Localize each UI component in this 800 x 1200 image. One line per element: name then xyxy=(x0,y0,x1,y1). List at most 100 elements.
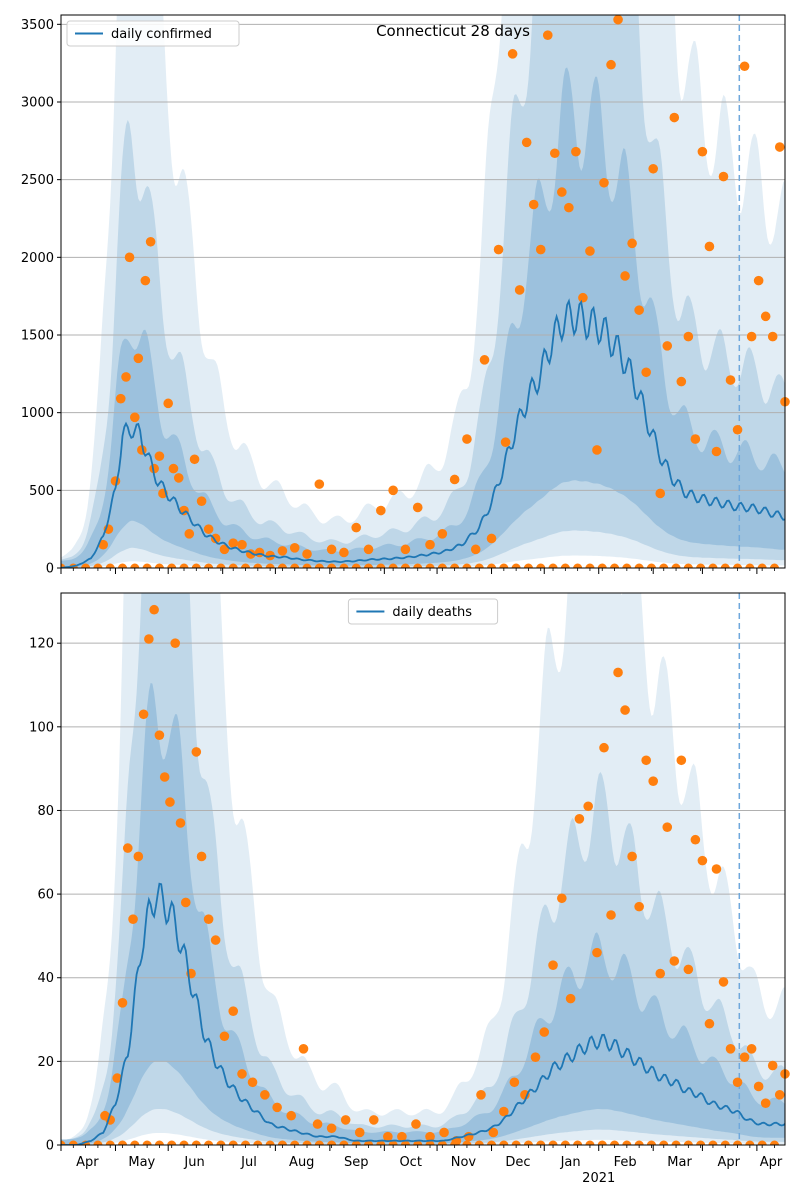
y-tick-label: 3000 xyxy=(21,95,54,110)
zero-point xyxy=(265,1140,275,1145)
data-point xyxy=(613,14,623,25)
zero-point xyxy=(585,563,595,568)
data-point xyxy=(704,241,715,252)
y-tick-label: 1500 xyxy=(21,328,54,343)
zero-point xyxy=(118,563,128,568)
uncertainty-band xyxy=(61,15,785,568)
confirmed-panel: 0 500 1000 1500 2000 2500 3000 3500 Connecticut… xyxy=(21,14,790,577)
x-year-label: 2021 xyxy=(582,1171,615,1186)
data-point xyxy=(620,271,630,281)
zero-point xyxy=(585,1140,595,1145)
zero-point xyxy=(179,1140,189,1145)
zero-point xyxy=(253,1140,263,1145)
zero-point xyxy=(548,563,558,568)
deaths-uncertainty-bands xyxy=(61,593,785,1145)
data-point xyxy=(159,772,170,782)
x-month-label: Nov xyxy=(451,1155,477,1170)
data-point xyxy=(676,376,687,387)
data-point xyxy=(718,977,729,987)
data-point xyxy=(507,49,518,59)
zero-point xyxy=(68,1140,78,1145)
data-point xyxy=(571,146,581,157)
data-point xyxy=(767,1060,778,1071)
confirmed-observed-points xyxy=(98,14,790,561)
zero-point xyxy=(154,563,164,568)
zero-point xyxy=(622,1140,632,1145)
data-point xyxy=(219,1031,230,1042)
uncertainty-band xyxy=(61,593,785,1145)
data-point xyxy=(634,305,644,315)
data-point xyxy=(351,522,362,533)
zero-point xyxy=(142,563,152,568)
data-point xyxy=(286,1110,297,1121)
x-month-label: Oct xyxy=(399,1155,421,1170)
zero-point xyxy=(93,1140,103,1145)
y-tick-label: 40 xyxy=(37,971,54,986)
y-tick-label: 100 xyxy=(29,720,54,735)
data-point xyxy=(149,604,159,615)
deaths-x-ticks: Apr May Jun Jul Aug Sep Oct Nov Dec Jan Feb Mar Apr A… xyxy=(60,1145,783,1170)
data-point xyxy=(462,434,472,444)
data-point xyxy=(613,667,623,678)
data-point xyxy=(711,446,722,457)
data-point xyxy=(228,538,239,548)
data-point xyxy=(578,292,588,303)
deaths-series-line xyxy=(61,882,785,1145)
data-point xyxy=(479,355,490,365)
data-point xyxy=(641,755,651,766)
zero-point xyxy=(265,563,275,568)
uncertainty-band xyxy=(61,683,785,1145)
zero-point xyxy=(622,563,632,568)
data-point xyxy=(112,1073,123,1083)
y-tick-label: 80 xyxy=(37,804,54,819)
data-point xyxy=(760,1098,771,1108)
data-point xyxy=(711,864,722,874)
data-point xyxy=(124,252,135,263)
data-point xyxy=(340,1115,351,1125)
data-point xyxy=(314,479,325,489)
zero-point xyxy=(314,563,324,568)
zero-point xyxy=(339,563,349,568)
data-point xyxy=(746,1044,757,1054)
data-point xyxy=(539,1027,550,1037)
zero-point xyxy=(499,1140,509,1145)
data-point xyxy=(697,855,708,866)
zero-point xyxy=(597,1140,607,1145)
data-point xyxy=(312,1119,323,1129)
data-point xyxy=(585,246,595,256)
zero-point xyxy=(290,1140,300,1145)
confirmed-series-line xyxy=(61,298,785,568)
zero-point xyxy=(659,563,669,568)
y-tick-label: 0 xyxy=(46,1139,54,1154)
zero-point xyxy=(548,1140,558,1145)
data-point xyxy=(210,935,221,945)
zero-point xyxy=(610,1140,620,1145)
zero-point xyxy=(118,1140,128,1145)
zero-point xyxy=(536,563,546,568)
data-point xyxy=(437,529,448,539)
data-point xyxy=(476,1090,486,1100)
data-point xyxy=(154,451,165,461)
y-tick-label: 3500 xyxy=(21,18,54,33)
zero-point xyxy=(696,563,706,568)
data-point xyxy=(583,801,593,812)
data-point xyxy=(753,1081,764,1092)
data-point xyxy=(191,747,202,757)
data-point xyxy=(774,1090,785,1100)
y-tick-label: 20 xyxy=(37,1055,54,1070)
zero-point xyxy=(425,563,435,568)
data-point xyxy=(592,445,602,455)
data-point xyxy=(683,331,694,342)
zero-point xyxy=(597,563,607,568)
zero-point xyxy=(634,563,644,568)
zero-point xyxy=(61,1140,66,1145)
data-point xyxy=(514,285,525,295)
zero-point xyxy=(277,563,287,568)
zero-point xyxy=(93,563,103,568)
zero-point xyxy=(757,1140,767,1145)
uncertainty-band xyxy=(61,67,785,568)
deaths-observed-points xyxy=(100,604,790,1146)
data-point xyxy=(774,142,785,152)
zero-point xyxy=(573,563,583,568)
